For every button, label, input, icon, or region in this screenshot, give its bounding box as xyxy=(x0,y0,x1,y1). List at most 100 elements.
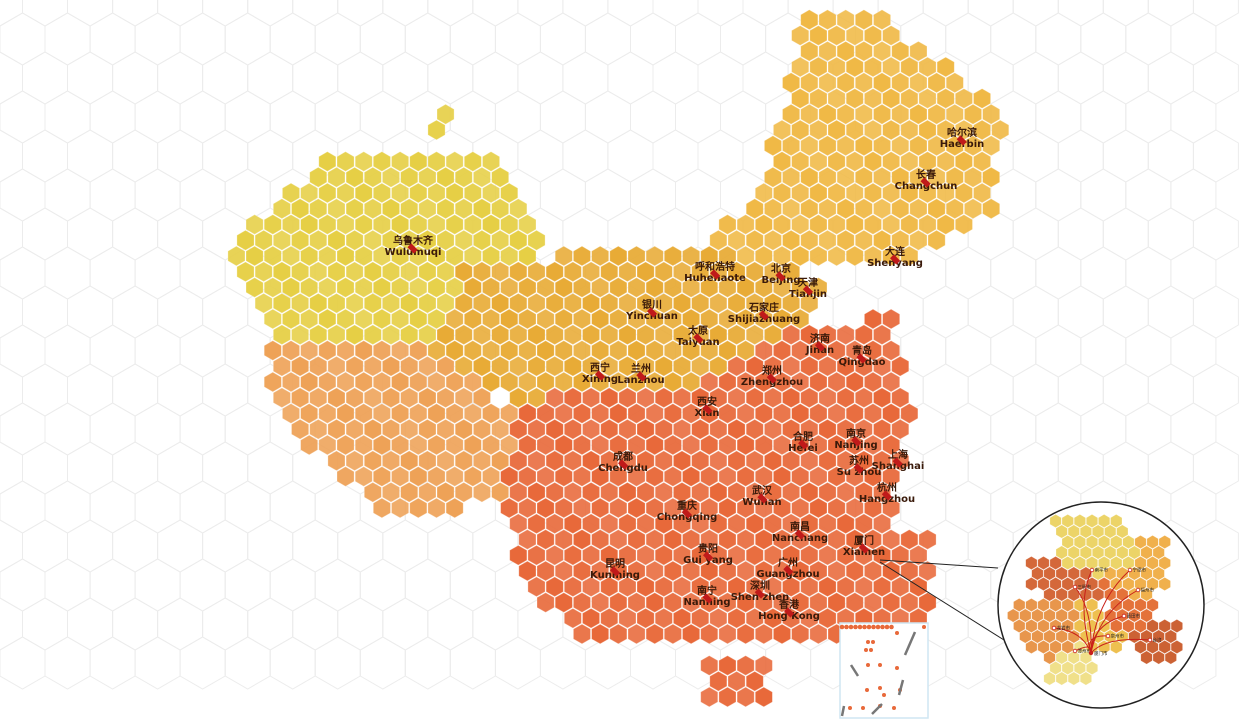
hex-cell-south_east[interactable] xyxy=(827,497,846,519)
hex-cell-xinjiang[interactable] xyxy=(354,214,373,235)
hex-cell-south_east[interactable] xyxy=(573,560,591,582)
hex-cell-northeast[interactable] xyxy=(954,182,973,204)
hex-cell-south_east[interactable] xyxy=(682,434,701,456)
city-marker-xiamen[interactable]: 厦门Xiamen xyxy=(843,536,885,558)
hex-cell-northeast[interactable] xyxy=(900,182,919,204)
hex-cell-xinjiang[interactable] xyxy=(436,292,455,314)
hex-cell-xinjiang[interactable] xyxy=(409,308,428,330)
hex-cell-south_east[interactable] xyxy=(691,576,710,598)
hex-cell-northeast[interactable] xyxy=(836,40,855,62)
hex-cell-north_central[interactable] xyxy=(600,292,619,314)
hex-cell-south_east[interactable] xyxy=(673,607,691,629)
hex-cell-south_east[interactable] xyxy=(654,387,673,409)
hex-cell-south_east[interactable] xyxy=(654,450,673,472)
city-marker-hangzhou[interactable]: 杭州Hangzhou xyxy=(859,483,915,505)
hex-cell-north_central[interactable] xyxy=(554,277,573,298)
hex-cell-northeast[interactable] xyxy=(891,166,910,188)
hex-cell-south_east[interactable] xyxy=(627,497,646,519)
hex-cell-south_east[interactable] xyxy=(654,481,673,503)
hex-cell-xinjiang[interactable] xyxy=(309,198,328,220)
hex-cell-south_east[interactable] xyxy=(727,387,746,409)
hex-cell-north_central[interactable] xyxy=(554,245,573,267)
hex-cell-xinjiang[interactable] xyxy=(254,261,273,283)
hex-cell-tibet[interactable] xyxy=(463,466,482,487)
hex-cell-south_east[interactable] xyxy=(563,513,582,535)
city-marker-jinan[interactable]: 济南Jinan xyxy=(806,334,834,356)
hex-cell-south_east[interactable] xyxy=(663,592,682,613)
hex-cell-south_east[interactable] xyxy=(918,592,937,613)
hex-cell-south_east[interactable] xyxy=(582,418,600,440)
hex-cell-xinjiang[interactable] xyxy=(336,182,355,204)
hex-cell-north_central[interactable] xyxy=(545,355,564,377)
hex-cell-northeast[interactable] xyxy=(909,198,928,220)
hex-cell-xinjiang[interactable] xyxy=(345,229,364,251)
hex-cell-xinjiang[interactable] xyxy=(245,245,264,267)
hex-cell-south_east[interactable] xyxy=(736,655,755,676)
hex-cell-north_central[interactable] xyxy=(645,340,664,361)
hex-cell-south_east[interactable] xyxy=(554,560,573,582)
hex-cell-south_east[interactable] xyxy=(764,576,782,598)
hex-cell-xinjiang[interactable] xyxy=(300,308,319,330)
hex-cell-northeast[interactable] xyxy=(827,245,846,267)
hex-cell-south_east[interactable] xyxy=(791,403,810,424)
hex-cell-south_east[interactable] xyxy=(718,371,737,393)
hex-cell-south_east[interactable] xyxy=(563,544,582,566)
city-marker-suzhou[interactable]: 苏州 Su zhou xyxy=(837,456,882,478)
hex-cell-south_east[interactable] xyxy=(745,450,764,472)
hex-cell-xinjiang[interactable] xyxy=(263,214,282,235)
hex-cell-northeast[interactable] xyxy=(864,245,882,267)
hex-cell-northeast[interactable] xyxy=(954,151,973,172)
hex-cell-south_east[interactable] xyxy=(764,418,782,440)
hex-cell-north_central[interactable] xyxy=(745,324,764,346)
hex-cell-xinjiang[interactable] xyxy=(391,151,410,172)
hex-cell-tibet[interactable] xyxy=(327,355,346,377)
hex-cell-northeast[interactable] xyxy=(891,135,910,157)
hex-cell-northeast[interactable] xyxy=(709,229,728,251)
hex-cell-north_central[interactable] xyxy=(482,340,501,361)
hex-cell-south_east[interactable] xyxy=(645,497,664,519)
hex-cell-xinjiang[interactable] xyxy=(445,182,464,204)
hex-cell-xinjiang[interactable] xyxy=(272,229,291,251)
hex-cell-xinjiang[interactable] xyxy=(327,292,346,314)
hex-cell-tibet[interactable] xyxy=(491,418,510,440)
hex-cell-tibet[interactable] xyxy=(409,497,428,519)
hex-cell-tibet[interactable] xyxy=(463,403,482,424)
hex-cell-south_east[interactable] xyxy=(600,418,619,440)
hex-cell-tibet[interactable] xyxy=(491,481,510,503)
hex-cell-northeast[interactable] xyxy=(836,166,855,188)
hex-cell-south_east[interactable] xyxy=(700,434,719,456)
hex-cell-north_central[interactable] xyxy=(573,340,591,361)
city-marker-zhengzhou[interactable]: 郑州Zhengzhou xyxy=(741,366,803,388)
hex-cell-south_east[interactable] xyxy=(691,481,710,503)
hex-cell-south_east[interactable] xyxy=(700,529,719,550)
hex-cell-northeast[interactable] xyxy=(882,56,901,78)
hex-cell-south_east[interactable] xyxy=(864,592,882,613)
hex-cell-south_east[interactable] xyxy=(609,497,628,519)
hex-cell-south_east[interactable] xyxy=(700,497,719,519)
hex-cell-south_east[interactable] xyxy=(836,355,855,377)
hex-cell-south_east[interactable] xyxy=(818,481,837,503)
hex-cell-tibet[interactable] xyxy=(491,450,510,472)
hex-cell-northeast[interactable] xyxy=(936,182,955,204)
hex-cell-north_central[interactable] xyxy=(718,277,737,298)
city-marker-taiyuan[interactable]: 太原Taiyuan xyxy=(676,326,719,348)
hex-cell-south_east[interactable] xyxy=(800,481,819,503)
hex-cell-north_central[interactable] xyxy=(445,340,464,361)
hex-cell-north_central[interactable] xyxy=(527,261,546,283)
hex-cell-xinjiang[interactable] xyxy=(318,214,337,235)
hex-cell-northeast[interactable] xyxy=(745,198,764,220)
hex-cell-south_east[interactable] xyxy=(645,560,664,582)
hex-cell-tibet[interactable] xyxy=(363,450,382,472)
hex-cell-northeast[interactable] xyxy=(818,40,837,62)
hex-cell-south_east[interactable] xyxy=(727,607,746,629)
hex-cell-northeast[interactable] xyxy=(764,166,782,188)
hex-cell-south_east[interactable] xyxy=(609,592,628,613)
hex-cell-north_central[interactable] xyxy=(563,355,582,377)
hex-cell-tibet[interactable] xyxy=(336,340,355,361)
hex-cell-south_east[interactable] xyxy=(545,418,564,440)
hex-cell-northeast[interactable] xyxy=(891,198,910,220)
hex-cell-northeast[interactable] xyxy=(827,151,846,172)
hex-cell-northeast[interactable] xyxy=(945,72,964,94)
hex-cell-northeast[interactable] xyxy=(982,135,1001,157)
hex-cell-north_central[interactable] xyxy=(627,277,646,298)
